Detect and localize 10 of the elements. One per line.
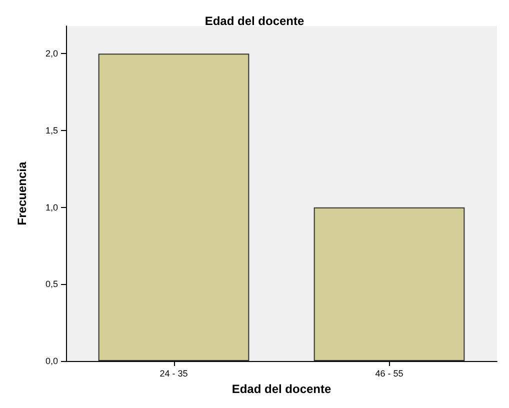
x-tick-label: 46 - 55 <box>375 368 404 378</box>
chart-title: Edad del docente <box>204 14 304 28</box>
y-tick-label: 0,0 <box>45 356 58 366</box>
y-axis-title: Frecuencia <box>15 162 29 226</box>
y-tick-label: 1,5 <box>45 125 58 136</box>
x-tick-label: 24 - 35 <box>160 368 188 378</box>
y-tick-label: 2,0 <box>45 48 58 59</box>
x-axis-title: Edad del docente <box>232 382 332 396</box>
y-tick-label: 1,0 <box>45 202 58 212</box>
y-tick-label: 0,5 <box>45 279 58 290</box>
